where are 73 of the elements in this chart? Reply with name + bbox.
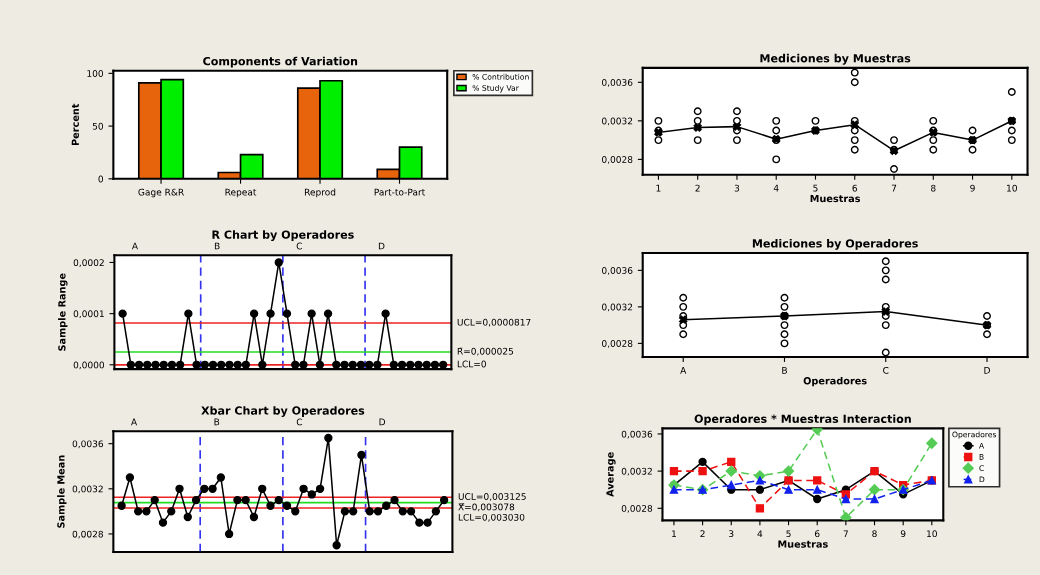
x-tick-label: 10 [927, 530, 937, 538]
y-tick-label: 0,0028 [602, 340, 633, 348]
y-axis-title: Sample Mean [57, 455, 67, 528]
x-axis-title: Muestras [810, 194, 861, 203]
x-tick-label: 2 [695, 184, 700, 192]
chart-title: Mediciones by Muestras [760, 53, 911, 65]
y-tick-label: 0,0036 [602, 267, 633, 275]
x-tick-label: 4 [757, 530, 763, 537]
x-tick-label: 7 [843, 530, 848, 537]
chart-title: Xbar Chart by Operadores [201, 406, 365, 417]
x-tick-label: Part-to-Part [374, 188, 425, 196]
x-tick-label: 8 [872, 530, 877, 538]
ref-line-label: LCL=0,003030 [458, 513, 525, 522]
x-tick-label: 1 [672, 530, 676, 537]
x-tick-label: 9 [900, 530, 906, 538]
x-tick-label: 3 [734, 184, 740, 192]
x-tick-label: 6 [814, 530, 820, 538]
y-tick-label: 0,0032 [602, 117, 633, 126]
x-tick-label: 4 [773, 184, 779, 192]
text: A [131, 418, 138, 426]
y-axis-title: Average [606, 452, 616, 497]
x-tick-label: 9 [970, 184, 975, 192]
x-tick-label: Repeat [225, 188, 257, 198]
y-tick-label: 0,0032 [621, 467, 652, 476]
y-tick-label: 0,0028 [602, 156, 633, 164]
y-tick-label: 0,0032 [602, 303, 633, 312]
chart-title: Mediciones by Operadores [752, 239, 918, 250]
chart-title: R Chart by Operadores [212, 230, 354, 242]
x-tick-label: D [984, 367, 990, 374]
y-tick-label: 100 [87, 70, 104, 77]
y-tick-label: 0,0036 [602, 79, 633, 87]
y-tick-label: 50 [92, 122, 104, 130]
ref-line-label: R̄=0,000025 [457, 347, 514, 356]
y-tick-label: 0,0000 [73, 361, 105, 370]
y-tick-label: 0,0028 [72, 530, 104, 539]
x-tick-label: 3 [729, 530, 734, 538]
ref-line-label: UCL=0,003125 [458, 493, 526, 501]
y-axis-title: Percent [71, 103, 79, 146]
x-tick-label: 8 [931, 184, 936, 192]
x-axis-title: Operadores [803, 376, 867, 387]
x-tick-label: 10 [1007, 184, 1017, 192]
text: A [131, 242, 138, 250]
chart-title: Operadores * Muestras Interaction [694, 414, 911, 426]
ref-line-label: X̿=0,003078 [458, 503, 515, 512]
text: C [296, 242, 302, 250]
y-tick-label: 0,0001 [73, 310, 104, 319]
y-tick-label: 0,0036 [72, 440, 104, 449]
text: D [378, 242, 385, 250]
text: B [214, 242, 220, 250]
x-axis-title: Muestras [778, 540, 828, 548]
text: C [296, 418, 303, 426]
y-tick-label: 0,0002 [73, 259, 104, 267]
x-tick-label: Gage R&R [138, 188, 184, 198]
x-tick-label: 6 [852, 184, 858, 192]
x-tick-label: 5 [813, 184, 818, 192]
x-tick-label: 5 [786, 530, 791, 538]
x-tick-label: Reprod [304, 188, 336, 198]
x-tick-label: 1 [656, 184, 661, 192]
ref-line-label: UCL=0,0000817 [457, 318, 531, 327]
y-tick-label: 0 [98, 175, 104, 183]
text: D [379, 418, 386, 426]
x-tick-label: 7 [891, 184, 897, 192]
y-axis-title: Sample Range [58, 273, 68, 351]
y-tick-label: 0,0032 [72, 485, 103, 494]
x-tick-label: 2 [700, 530, 705, 537]
x-tick-label: A [680, 367, 687, 374]
text: B [214, 418, 220, 426]
x-tick-label: B [782, 367, 787, 374]
x-tick-label: C [883, 366, 889, 374]
ref-line-label: LCL=0 [457, 360, 486, 368]
chart-title: Components of Variation [203, 56, 358, 68]
y-tick-label: 0,0028 [621, 505, 653, 513]
y-tick-label: 0,0036 [621, 430, 653, 439]
